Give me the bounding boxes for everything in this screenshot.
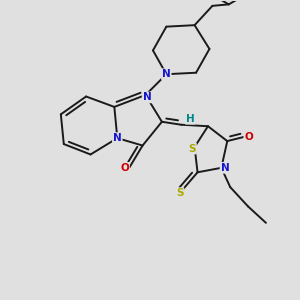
Text: N: N: [220, 163, 229, 173]
Text: H: H: [186, 114, 194, 124]
Text: S: S: [176, 188, 184, 198]
Text: N: N: [162, 69, 171, 79]
Text: O: O: [120, 163, 129, 173]
Text: O: O: [244, 132, 253, 142]
Text: S: S: [188, 143, 196, 154]
Text: N: N: [113, 133, 122, 143]
Text: N: N: [143, 92, 152, 102]
